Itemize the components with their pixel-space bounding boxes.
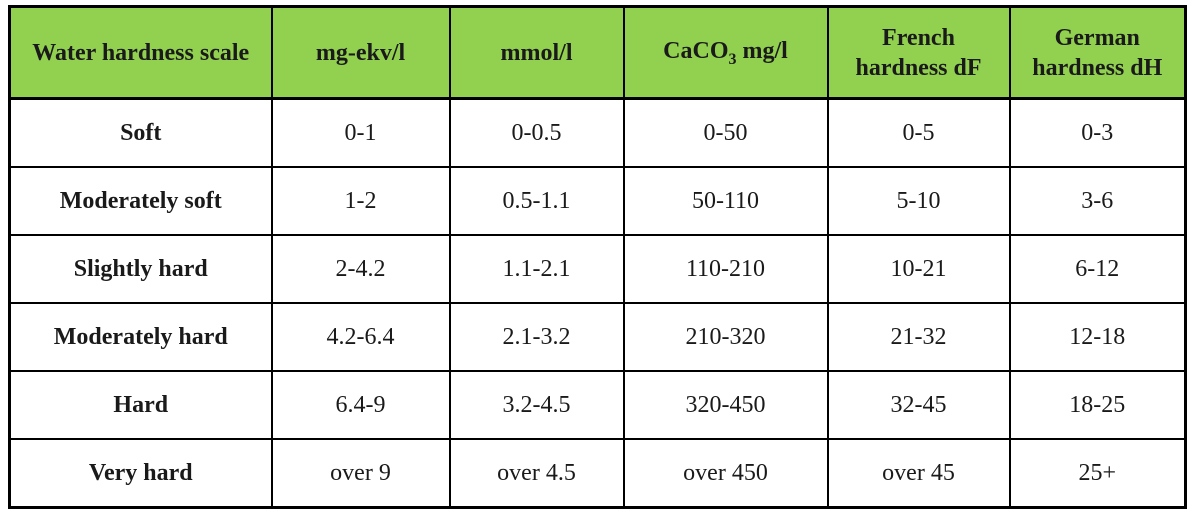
cell-caco3: over 450 <box>622 438 829 509</box>
water-hardness-table: Water hardness scale mg-ekv/l mmol/l CaC… <box>8 5 1187 509</box>
cell-scale: Soft <box>8 97 273 168</box>
cell-mg-ekv: 4.2-6.4 <box>270 302 451 372</box>
cell-french: 0-5 <box>826 97 1011 168</box>
table-row-soft: Soft 0-1 0-0.5 0-50 0-5 0-3 <box>8 97 1187 168</box>
caco3-prefix: CaCO <box>663 37 729 64</box>
table-row-slightly-hard: Slightly hard 2-4.2 1.1-2.1 110-210 10-2… <box>8 234 1187 304</box>
cell-mg-ekv: 0-1 <box>270 97 451 168</box>
cell-caco3: 320-450 <box>622 370 829 440</box>
cell-scale: Very hard <box>8 438 273 509</box>
header-cell-german: German hardness dH <box>1008 5 1187 100</box>
caco3-suffix: mg/l <box>736 37 788 64</box>
header-cell-french: French hardness dF <box>826 5 1011 100</box>
caco3-subscript: 3 <box>728 50 737 68</box>
cell-scale: Hard <box>8 370 273 440</box>
cell-german: 25+ <box>1008 438 1187 509</box>
cell-german: 12-18 <box>1008 302 1187 372</box>
cell-scale: Moderately soft <box>8 166 273 236</box>
cell-french: over 45 <box>826 438 1011 509</box>
cell-german: 6-12 <box>1008 234 1187 304</box>
cell-caco3: 110-210 <box>622 234 829 304</box>
header-row: Water hardness scale mg-ekv/l mmol/l CaC… <box>8 5 1187 100</box>
cell-caco3: 0-50 <box>622 97 829 168</box>
header-cell-mg-ekv: mg-ekv/l <box>270 5 451 100</box>
header-cell-scale: Water hardness scale <box>8 5 273 100</box>
cell-french: 32-45 <box>826 370 1011 440</box>
cell-mg-ekv: 1-2 <box>270 166 451 236</box>
cell-mg-ekv: over 9 <box>270 438 451 509</box>
cell-french: 21-32 <box>826 302 1011 372</box>
cell-mmol: 2.1-3.2 <box>448 302 625 372</box>
cell-scale: Slightly hard <box>8 234 273 304</box>
cell-french: 10-21 <box>826 234 1011 304</box>
table-header: Water hardness scale mg-ekv/l mmol/l CaC… <box>8 5 1187 100</box>
table-row-moderately-soft: Moderately soft 1-2 0.5-1.1 50-110 5-10 … <box>8 166 1187 236</box>
cell-mmol: 1.1-2.1 <box>448 234 625 304</box>
table-row-moderately-hard: Moderately hard 4.2-6.4 2.1-3.2 210-320 … <box>8 302 1187 372</box>
cell-mg-ekv: 6.4-9 <box>270 370 451 440</box>
cell-caco3: 50-110 <box>622 166 829 236</box>
table-body: Soft 0-1 0-0.5 0-50 0-5 0-3 Moderately s… <box>8 97 1187 509</box>
table-row-hard: Hard 6.4-9 3.2-4.5 320-450 32-45 18-25 <box>8 370 1187 440</box>
cell-german: 18-25 <box>1008 370 1187 440</box>
table-row-very-hard: Very hard over 9 over 4.5 over 450 over … <box>8 438 1187 509</box>
cell-mmol: over 4.5 <box>448 438 625 509</box>
cell-mmol: 0-0.5 <box>448 97 625 168</box>
cell-german: 0-3 <box>1008 97 1187 168</box>
cell-mg-ekv: 2-4.2 <box>270 234 451 304</box>
cell-caco3: 210-320 <box>622 302 829 372</box>
cell-mmol: 3.2-4.5 <box>448 370 625 440</box>
cell-french: 5-10 <box>826 166 1011 236</box>
header-cell-caco3: CaCO3 mg/l <box>622 5 829 100</box>
header-cell-mmol: mmol/l <box>448 5 625 100</box>
cell-mmol: 0.5-1.1 <box>448 166 625 236</box>
cell-german: 3-6 <box>1008 166 1187 236</box>
cell-scale: Moderately hard <box>8 302 273 372</box>
